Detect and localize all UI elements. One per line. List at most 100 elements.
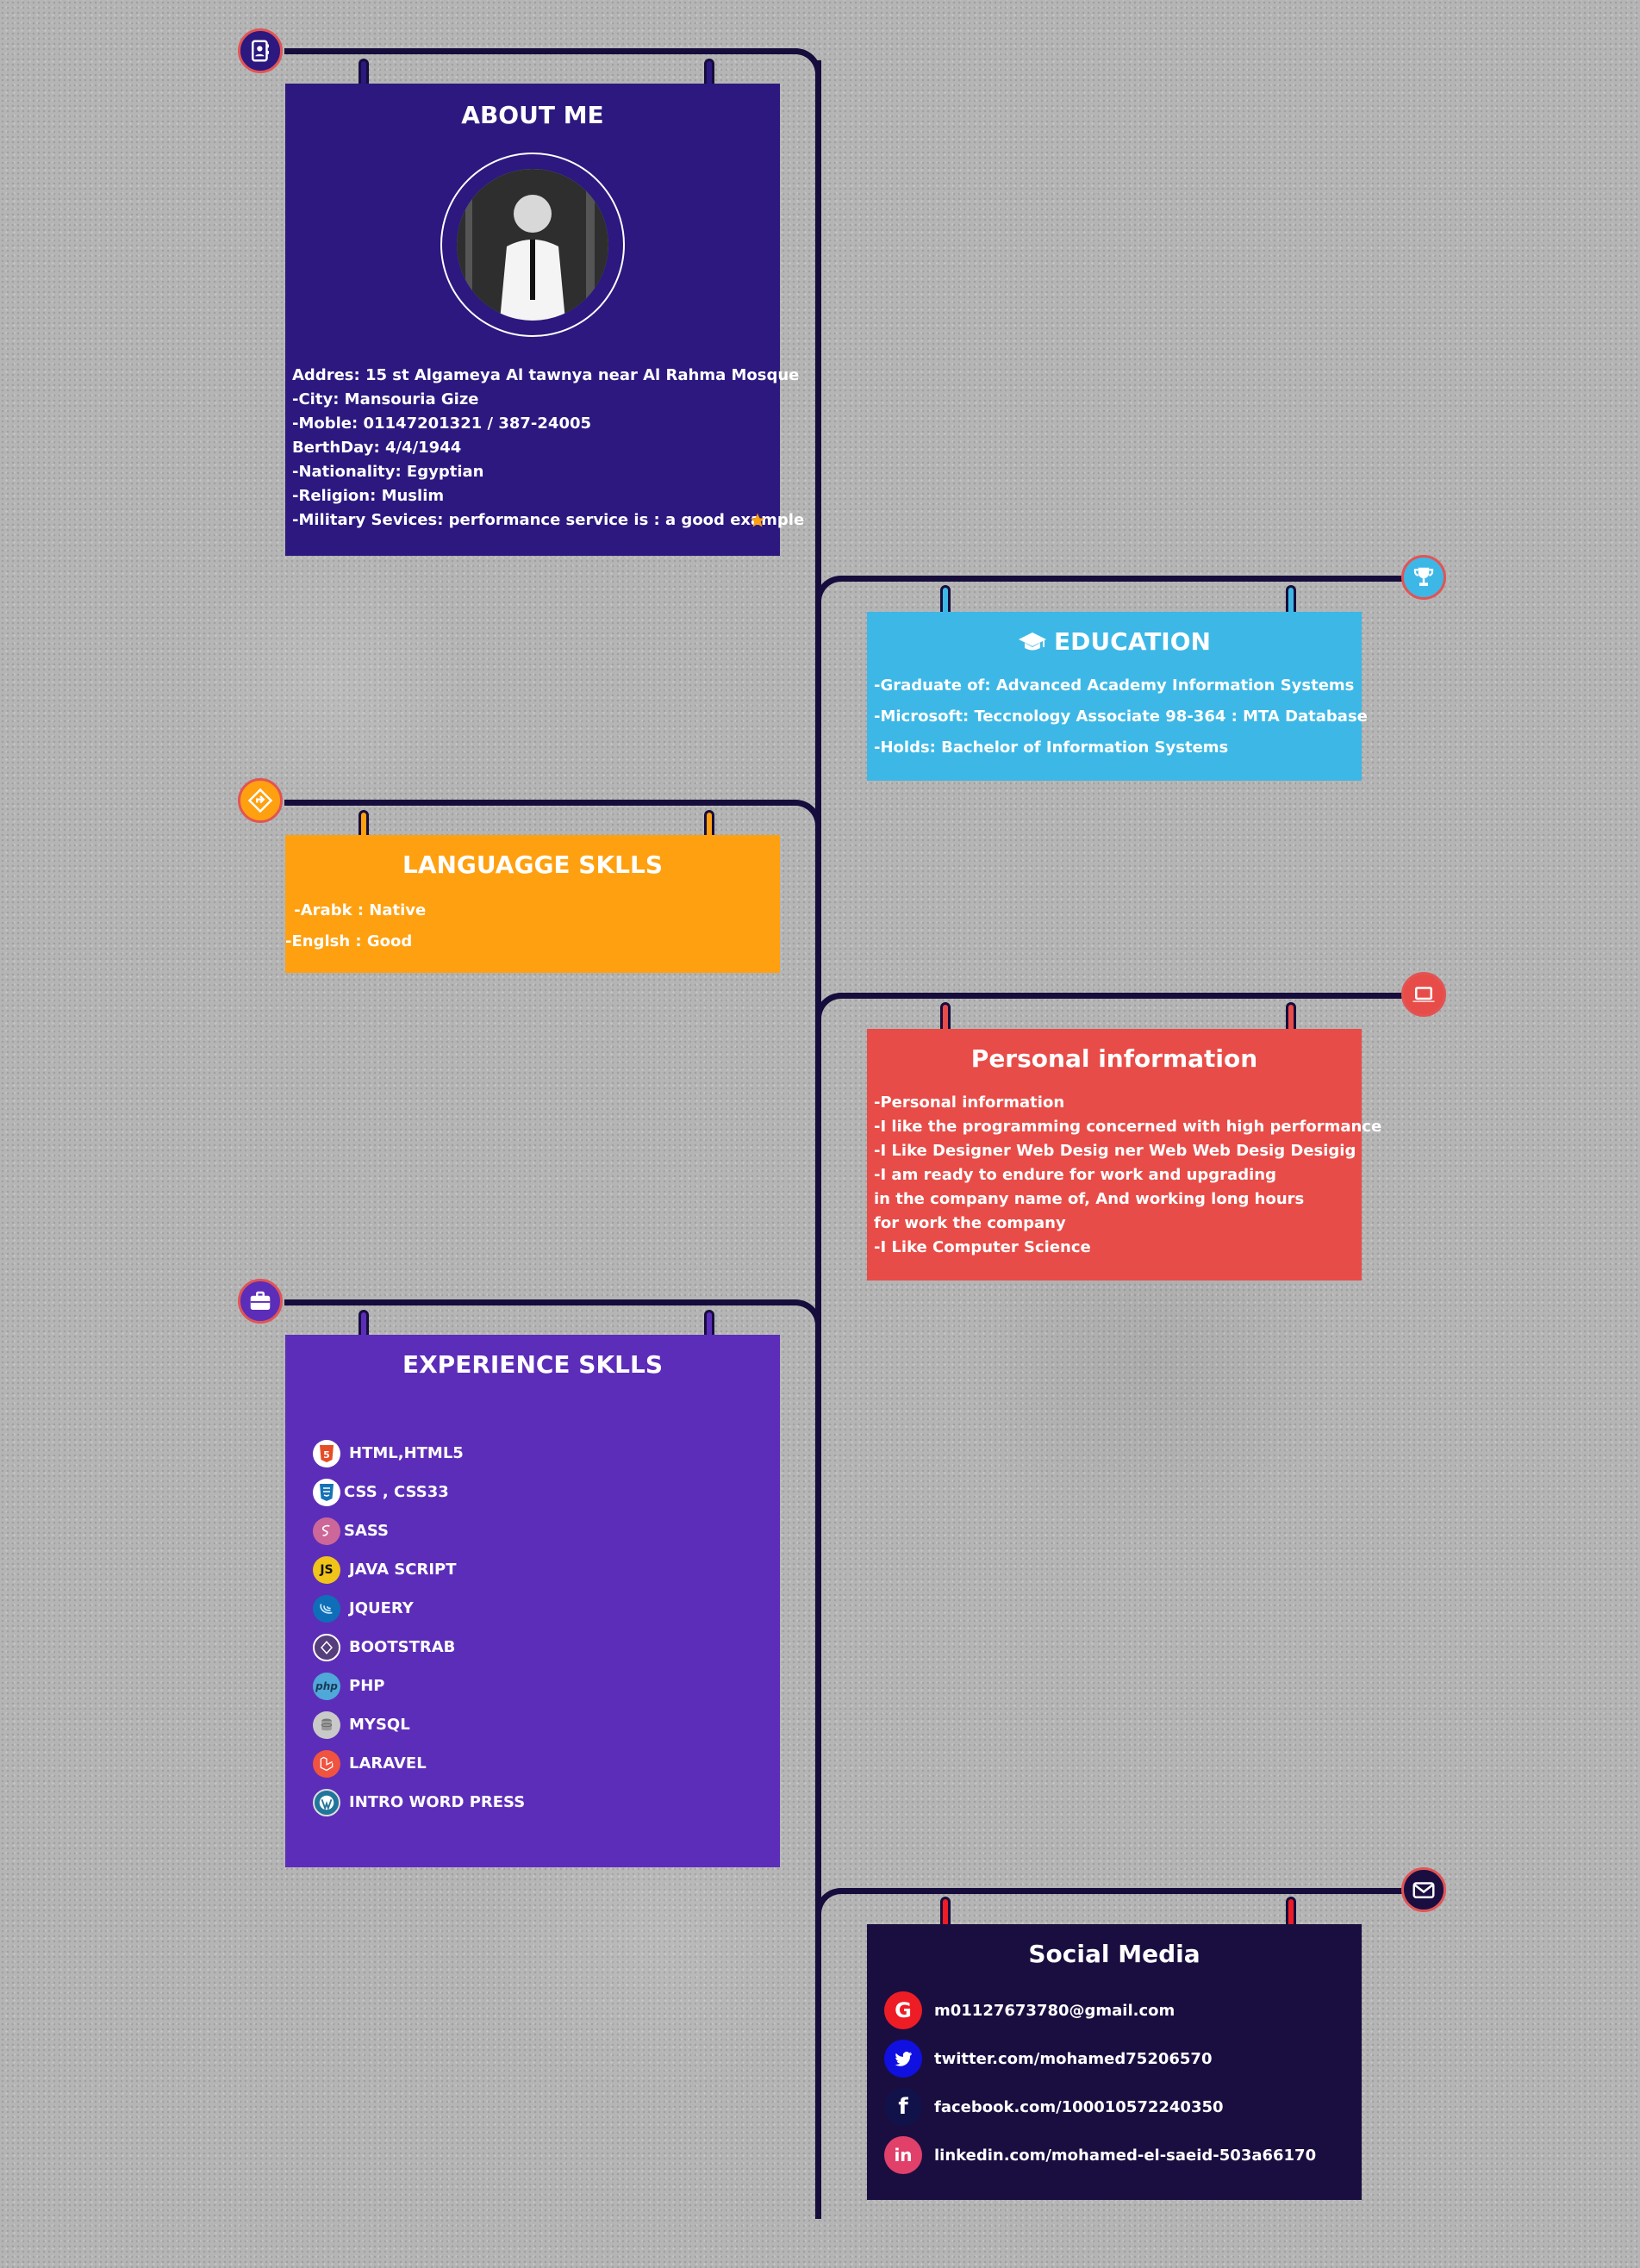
social-link[interactable]: linkedin.com/mohamed-el-saeid-503a66170 — [934, 2146, 1317, 2165]
experience-card: EXPERIENCE SKLLS 5 HTML,HTML5 CSS , CSS3… — [285, 1335, 780, 1867]
html5-icon: 5 — [313, 1439, 340, 1467]
social-link[interactable]: facebook.com/100010572240350 — [934, 2097, 1224, 2116]
css3-icon — [313, 1478, 340, 1506]
about-address: Addres: 15 st Algameya Al tawnya near Al… — [292, 366, 800, 384]
skill-label: JQUERY — [349, 1599, 414, 1617]
social-twitter[interactable]: twitter.com/mohamed75206570 — [884, 2034, 1316, 2083]
jquery-icon — [313, 1594, 340, 1623]
language-arabic: -Arabk : Native — [289, 901, 427, 919]
twitter-icon — [884, 2040, 922, 2078]
javascript-icon: JS — [313, 1555, 340, 1584]
education-line-1: -Graduate of: Advanced Academy Informati… — [874, 676, 1355, 695]
bootstrap-icon — [313, 1633, 340, 1661]
briefcase-icon — [250, 1291, 271, 1310]
trophy-icon — [1413, 567, 1434, 586]
about-nationality: -Nationality: Egyptian — [292, 463, 484, 481]
skill-mysql: MYSQL — [313, 1705, 525, 1744]
about-religion: -Religion: Muslim — [292, 487, 445, 505]
profile-photo — [457, 169, 608, 321]
social-link[interactable]: m01127673780@gmail.com — [934, 2001, 1175, 2020]
avatar-ring — [440, 153, 625, 337]
linkedin-icon: in — [884, 2136, 922, 2174]
social-linkedin[interactable]: in linkedin.com/mohamed-el-saeid-503a661… — [884, 2131, 1316, 2179]
personal-line-7: -I Like Computer Science — [874, 1238, 1091, 1256]
education-title-row: EDUCATION — [867, 627, 1362, 656]
skill-label: SASS — [344, 1522, 390, 1540]
skill-javascript: JS JAVA SCRIPT — [313, 1550, 525, 1589]
about-badge[interactable] — [238, 28, 283, 73]
personal-title: Personal information — [970, 1044, 1258, 1073]
skill-label: PHP — [349, 1677, 385, 1695]
skill-bootstrap: BOOTSTRAB — [313, 1628, 525, 1667]
languages-card: LANGUAGGE SKLLS -Arabk : Native -Englsh … — [285, 835, 780, 973]
timeline-arm-about — [284, 48, 801, 54]
contact-book-icon — [252, 40, 269, 62]
php-icon: php — [313, 1672, 340, 1700]
skill-wordpress: INTRO WORD PRESS — [313, 1783, 525, 1822]
education-title: EDUCATION — [1054, 627, 1211, 656]
personal-line-2: -I like the programming concerned with h… — [874, 1118, 1382, 1136]
education-card: EDUCATION -Graduate of: Advanced Academy… — [867, 612, 1368, 781]
star-icon — [750, 513, 765, 527]
skill-css: CSS , CSS33 — [313, 1473, 525, 1511]
google-icon: G — [884, 1991, 922, 2029]
about-military: -Military Sevices: performance service i… — [292, 511, 805, 529]
skill-label: LARAVEL — [349, 1754, 427, 1773]
mysql-icon — [313, 1710, 340, 1739]
laravel-icon — [313, 1749, 340, 1778]
social-card: Social Media G m01127673780@gmail.com tw… — [867, 1924, 1362, 2200]
education-line-2: -Microsoft: Teccnology Associate 98-364 … — [874, 707, 1368, 726]
skill-jquery: JQUERY — [313, 1589, 525, 1628]
skill-label: CSS , CSS33 — [344, 1483, 449, 1501]
education-line-3: -Holds: Bachelor of Information Systems — [874, 738, 1229, 757]
timeline-arm-about-bend — [791, 48, 821, 78]
timeline-arm-personal — [815, 993, 1419, 1023]
social-list: G m01127673780@gmail.com twitter.com/moh… — [884, 1986, 1316, 2179]
timeline-arm-languages — [284, 800, 821, 830]
about-mobile: -Moble: 01147201321 / 387-24005 — [292, 414, 592, 433]
laptop-icon — [1412, 987, 1435, 1002]
language-english: -Englsh : Good — [285, 932, 413, 950]
avatar — [457, 169, 608, 321]
skill-label: JAVA SCRIPT — [349, 1561, 457, 1579]
graduation-cap-icon — [1019, 632, 1047, 650]
timeline-arm-experience — [284, 1299, 821, 1330]
svg-text:5: 5 — [323, 1449, 330, 1461]
social-title: Social Media — [1028, 1940, 1200, 1968]
languages-badge[interactable] — [238, 778, 283, 823]
personal-line-6: for work the company — [874, 1214, 1066, 1232]
personal-line-3: -I Like Designer Web Desig ner Web Web D… — [874, 1142, 1356, 1160]
personal-card: Personal information -Personal informati… — [867, 1029, 1381, 1280]
wordpress-icon — [313, 1788, 340, 1816]
social-link[interactable]: twitter.com/mohamed75206570 — [934, 2049, 1213, 2068]
skill-label: INTRO WORD PRESS — [349, 1793, 526, 1811]
about-city: -City: Mansouria Gize — [292, 390, 479, 408]
social-badge[interactable] — [1401, 1867, 1446, 1912]
social-google[interactable]: G m01127673780@gmail.com — [884, 1986, 1316, 2034]
personal-line-1: -Personal information — [874, 1094, 1065, 1112]
skill-php: php PHP — [313, 1667, 525, 1705]
personal-badge[interactable] — [1401, 972, 1446, 1017]
envelope-icon — [1412, 1882, 1435, 1898]
experience-badge[interactable] — [238, 1279, 283, 1324]
about-birthday: BerthDay: 4/4/1944 — [292, 439, 462, 457]
personal-line-5: in the company name of, And working long… — [874, 1190, 1305, 1208]
skill-html: 5 HTML,HTML5 — [313, 1434, 525, 1473]
skills-list: 5 HTML,HTML5 CSS , CSS33 SASS JS JAVA SC… — [313, 1434, 525, 1822]
social-facebook[interactable]: f facebook.com/100010572240350 — [884, 2083, 1316, 2131]
timeline-spine — [815, 60, 821, 2219]
timeline-arm-social — [815, 1888, 1419, 1918]
skill-laravel: LARAVEL — [313, 1744, 525, 1783]
skill-sass: SASS — [313, 1511, 525, 1550]
personal-line-4: -I am ready to endure for work and upgra… — [874, 1166, 1276, 1184]
timeline-arm-education — [815, 576, 1419, 606]
experience-title: EXPERIENCE SKLLS — [402, 1350, 664, 1379]
about-card: ABOUT ME Addres: 15 st Algameya Al tawny… — [285, 84, 804, 556]
language-icon — [247, 788, 273, 813]
skill-label: HTML,HTML5 — [349, 1444, 464, 1462]
skill-label: MYSQL — [349, 1716, 410, 1734]
education-badge[interactable] — [1401, 555, 1446, 600]
facebook-icon: f — [884, 2088, 922, 2126]
skill-label: BOOTSTRAB — [349, 1638, 456, 1656]
sass-icon — [313, 1517, 340, 1545]
